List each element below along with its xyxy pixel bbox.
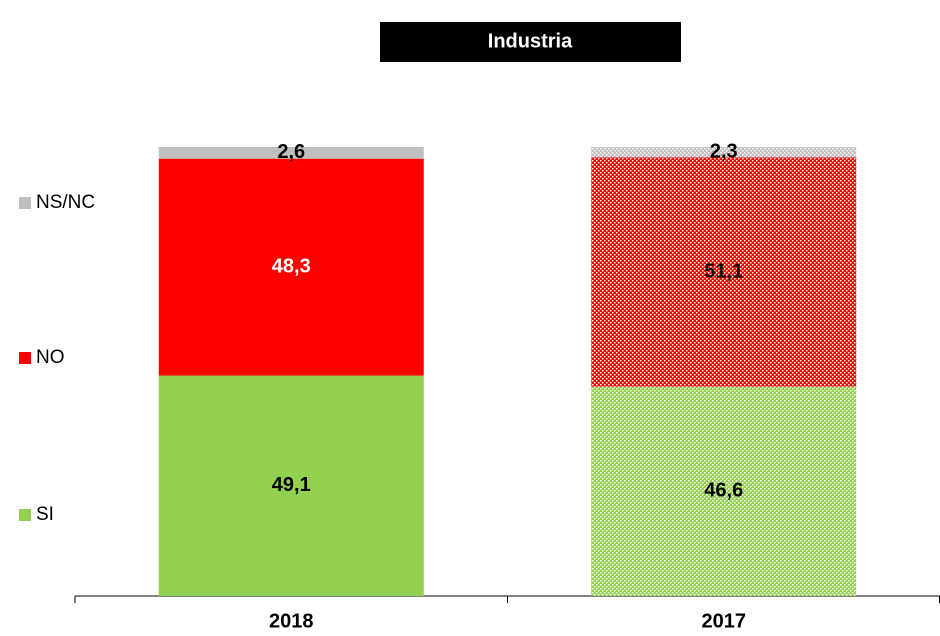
bar-segment: [591, 157, 857, 387]
data-label: 2,3: [710, 140, 738, 162]
x-tick-label: 2017: [702, 610, 747, 632]
title-box: [380, 22, 681, 62]
legend-label: NO: [36, 347, 65, 368]
data-label: 51,1: [704, 260, 743, 282]
bar-segment: [158, 147, 424, 159]
bar-segment: [591, 147, 857, 158]
chart-title: Industria: [488, 30, 573, 52]
legend-label: NS/NC: [36, 192, 95, 213]
bar-segment: [158, 375, 424, 596]
legend-swatch: [19, 197, 31, 209]
x-tick-label: 2018: [269, 610, 314, 632]
legend-label: SI: [36, 504, 54, 525]
legend-swatch: [19, 509, 31, 521]
data-label: 2,6: [277, 141, 305, 163]
data-label: 49,1: [272, 474, 311, 496]
data-label: 48,3: [272, 255, 311, 277]
data-label: 46,6: [704, 480, 743, 502]
bar-segment: [158, 158, 424, 376]
bar-segment: [591, 386, 857, 596]
legend-swatch: [19, 352, 31, 364]
